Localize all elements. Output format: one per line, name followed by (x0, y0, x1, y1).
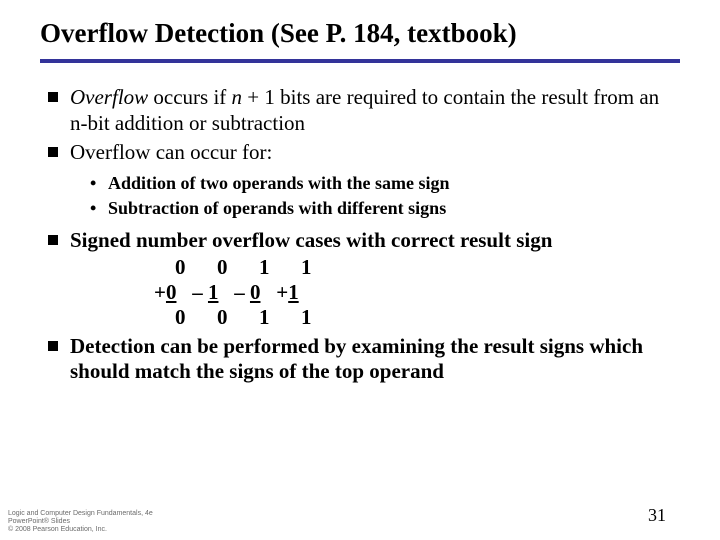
sub-bullet-subtraction: Subtraction of operands with different s… (90, 197, 680, 220)
t: 1 (288, 280, 299, 304)
t: + (154, 280, 166, 304)
bullet-overflow-can-occur: Overflow can occur for: Addition of two … (46, 140, 680, 220)
footer-line: © 2008 Pearson Education, Inc. (8, 526, 153, 534)
sign-row-1: 0 0 1 1 (154, 255, 680, 280)
sub-bullet-list: Addition of two operands with the same s… (70, 172, 680, 220)
text-frag: Overflow can occur for: (70, 140, 272, 164)
footer-line: PowerPoint® Slides (8, 518, 153, 526)
t: 0 (166, 280, 177, 304)
t: + (260, 280, 288, 304)
text-n: n (232, 85, 243, 109)
bullet-overflow-def: Overflow occurs if n + 1 bits are requir… (46, 85, 680, 136)
sub-bullet-addition: Addition of two operands with the same s… (90, 172, 680, 195)
slide-content: Overflow occurs if n + 1 bits are requir… (40, 85, 680, 385)
t: 1 (208, 280, 219, 304)
text-frag: occurs if (148, 85, 231, 109)
text-overflow-word: Overflow (70, 85, 148, 109)
bullet-list: Overflow occurs if n + 1 bits are requir… (46, 85, 680, 385)
slide: Overflow Detection (See P. 184, textbook… (0, 0, 720, 540)
page-number: 31 (648, 505, 666, 526)
title-rule (40, 59, 680, 63)
bullet-signed-cases: Signed number overflow cases with correc… (46, 228, 680, 330)
t: 0 (250, 280, 261, 304)
footer-attribution: Logic and Computer Design Fundamentals, … (8, 510, 153, 534)
t: – (218, 280, 250, 304)
slide-title: Overflow Detection (See P. 184, textbook… (40, 18, 680, 49)
sign-table: 0 0 1 1 +0 – 1 – 0 +1 0 0 1 1 (154, 255, 680, 329)
footer-line: Logic and Computer Design Fundamentals, … (8, 510, 153, 518)
sign-row-2: +0 – 1 – 0 +1 (154, 280, 680, 305)
t: – (176, 280, 208, 304)
bullet-detection: Detection can be performed by examining … (46, 334, 680, 385)
text-frag: Signed number overflow cases with correc… (70, 228, 552, 252)
sign-row-3: 0 0 1 1 (154, 305, 680, 330)
